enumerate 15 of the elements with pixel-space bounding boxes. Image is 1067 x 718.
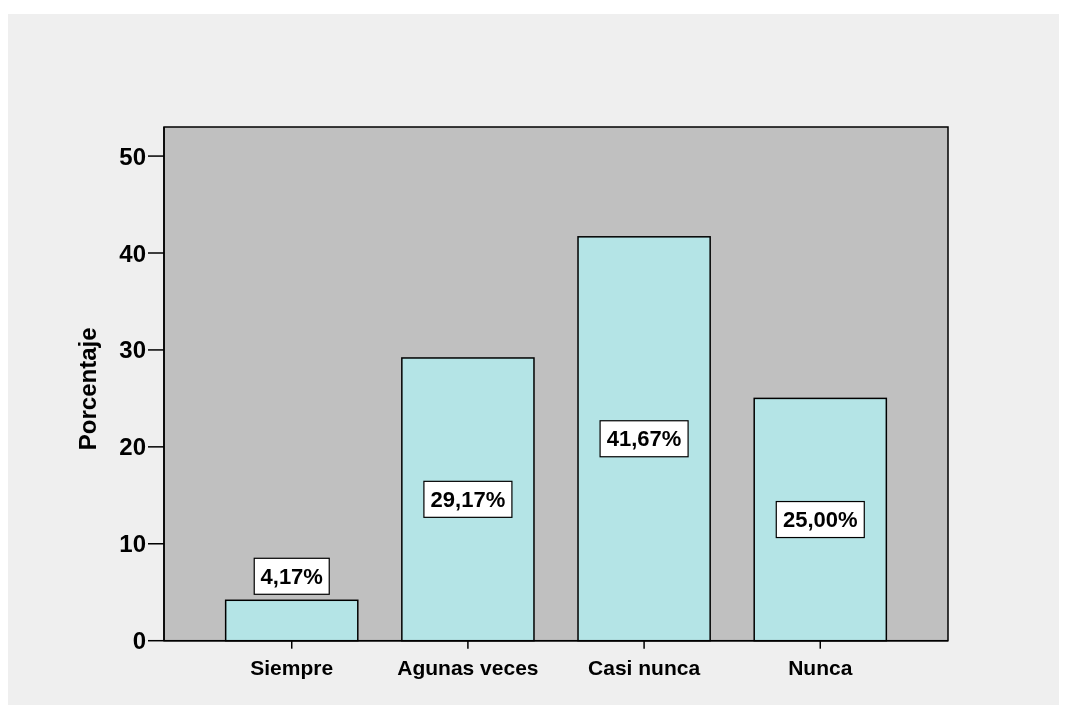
data-label: 25,00% (782, 507, 858, 533)
data-label: 41,67% (606, 426, 682, 452)
x-tick-label: Siempre (250, 656, 334, 679)
data-label: 29,17% (430, 486, 506, 512)
y-axis-title: Porcentaje (74, 327, 101, 451)
y-tick-label: 30 (119, 336, 146, 364)
y-tick-label: 50 (119, 142, 146, 170)
x-tick-label: Casi nunca (588, 656, 701, 679)
y-tick-label: 20 (119, 433, 146, 461)
y-tick-label: 0 (132, 627, 146, 655)
data-label: 4,17% (260, 563, 323, 589)
y-tick-label: 10 (119, 530, 146, 558)
x-tick-label: Nunca (788, 656, 853, 679)
x-tick-label: Agunas veces (397, 656, 539, 679)
y-tick-label: 40 (119, 239, 146, 267)
